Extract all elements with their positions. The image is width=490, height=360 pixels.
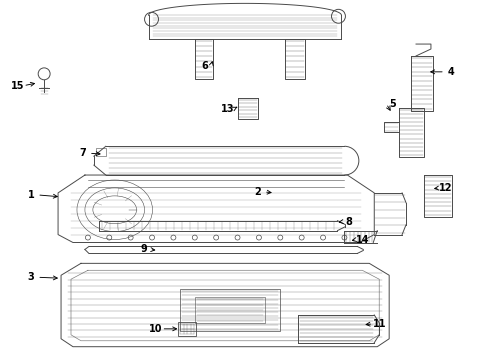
Text: 5: 5 — [389, 99, 395, 109]
Text: 12: 12 — [439, 183, 453, 193]
Text: 14: 14 — [356, 234, 369, 244]
Text: 3: 3 — [28, 272, 35, 282]
Bar — [180, 289, 280, 331]
Text: 8: 8 — [345, 217, 352, 227]
Text: 6: 6 — [202, 61, 209, 71]
Text: 4: 4 — [447, 67, 454, 77]
Text: 13: 13 — [221, 104, 235, 113]
Text: 11: 11 — [372, 319, 386, 329]
Bar — [196, 297, 265, 323]
Text: 15: 15 — [11, 81, 24, 91]
Text: 10: 10 — [149, 324, 162, 334]
Text: 9: 9 — [140, 244, 147, 255]
Bar — [178, 322, 196, 336]
Bar — [96, 148, 106, 156]
Text: 1: 1 — [28, 190, 35, 200]
Text: 2: 2 — [254, 187, 261, 197]
Text: 7: 7 — [79, 148, 86, 158]
